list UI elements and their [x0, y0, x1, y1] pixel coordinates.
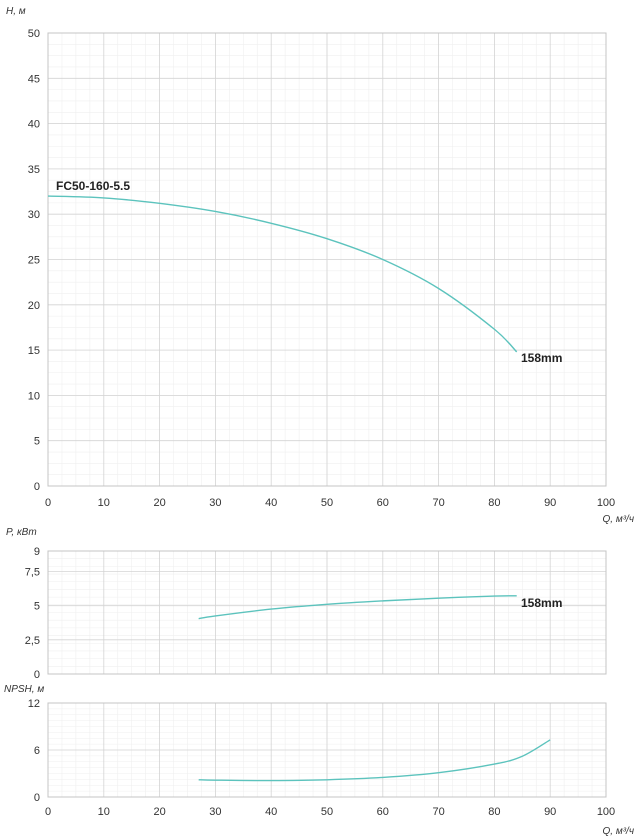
npsh-x-ticks: 0 10 20 30 40 50 60 70 80 90 100 [45, 806, 615, 818]
y-tick-label: 5 [34, 436, 40, 448]
head-y-axis-label: H, м [6, 6, 26, 17]
head-curve-end-label: 158mm [521, 351, 562, 365]
x-tick-label: 30 [209, 806, 221, 818]
y-tick-label: 5 [34, 601, 40, 613]
y-tick-label: 0 [34, 669, 40, 681]
npsh-plot-frame [47, 702, 607, 798]
y-tick-label: 9 [34, 546, 40, 558]
x-tick-label: 50 [321, 497, 333, 509]
x-tick-label: 10 [98, 497, 110, 509]
x-tick-label: 70 [432, 497, 444, 509]
x-tick-label: 10 [98, 806, 110, 818]
x-tick-label: 50 [321, 806, 333, 818]
x-tick-label: 100 [597, 806, 615, 818]
npsh-chart: 0 6 12 0 10 20 30 40 50 60 70 80 90 100 NPSH, м Q, м… [4, 684, 634, 836]
head-x-ticks: 0 10 20 30 40 50 60 70 80 90 100 [45, 497, 615, 509]
npsh-y-axis-label: NPSH, м [4, 684, 44, 695]
power-series [198, 595, 517, 620]
x-tick-label: 20 [153, 806, 165, 818]
power-y-ticks: 0 2,5 5 7,5 9 [25, 546, 40, 681]
npsh-series [198, 739, 551, 782]
x-tick-label: 40 [265, 497, 277, 509]
power-curve-line [198, 595, 517, 620]
y-tick-label: 45 [28, 73, 40, 85]
power-plot-frame [47, 550, 607, 675]
head-major-grid [47, 32, 607, 487]
power-y-axis-label: P, кВт [6, 527, 37, 538]
x-tick-label: 80 [488, 497, 500, 509]
y-tick-label: 35 [28, 164, 40, 176]
head-plot-frame [47, 32, 607, 487]
x-tick-label: 90 [544, 497, 556, 509]
x-tick-label: 60 [377, 806, 389, 818]
x-tick-label: 90 [544, 806, 556, 818]
x-tick-label: 60 [377, 497, 389, 509]
y-tick-label: 40 [28, 119, 40, 131]
y-tick-label: 20 [28, 300, 40, 312]
head-series [47, 195, 518, 353]
head-y-ticks: 0 5 10 15 20 25 30 35 40 45 50 [28, 28, 40, 493]
y-tick-label: 7,5 [25, 567, 40, 579]
y-tick-label: 15 [28, 345, 40, 357]
y-tick-label: 30 [28, 209, 40, 221]
y-tick-label: 6 [34, 745, 40, 757]
y-tick-label: 25 [28, 255, 40, 267]
y-tick-label: 0 [34, 792, 40, 804]
npsh-y-ticks: 0 6 12 [28, 698, 40, 804]
head-chart: 0 5 10 15 20 25 30 35 40 45 50 0 10 20 30 40 50 60 70 80 90… [6, 6, 634, 525]
x-tick-label: 0 [45, 497, 51, 509]
x-tick-label: 20 [153, 497, 165, 509]
x-tick-label: 30 [209, 497, 221, 509]
x-tick-label: 100 [597, 497, 615, 509]
x-tick-label: 0 [45, 806, 51, 818]
head-x-axis-label: Q, м³/ч [603, 514, 634, 525]
x-tick-label: 80 [488, 806, 500, 818]
y-tick-label: 10 [28, 390, 40, 402]
y-tick-label: 0 [34, 481, 40, 493]
y-tick-label: 12 [28, 698, 40, 710]
head-curve-line [47, 195, 518, 353]
npsh-x-axis-label: Q, м³/ч [603, 826, 634, 836]
power-chart: 0 2,5 5 7,5 9 P, кВт 158mm [6, 527, 607, 681]
y-tick-label: 50 [28, 28, 40, 40]
model-label: FC50-160-5.5 [56, 179, 130, 193]
x-tick-label: 70 [432, 806, 444, 818]
power-curve-end-label: 158mm [521, 596, 562, 610]
x-tick-label: 40 [265, 806, 277, 818]
npsh-curve-line [198, 739, 551, 782]
y-tick-label: 2,5 [25, 635, 40, 647]
